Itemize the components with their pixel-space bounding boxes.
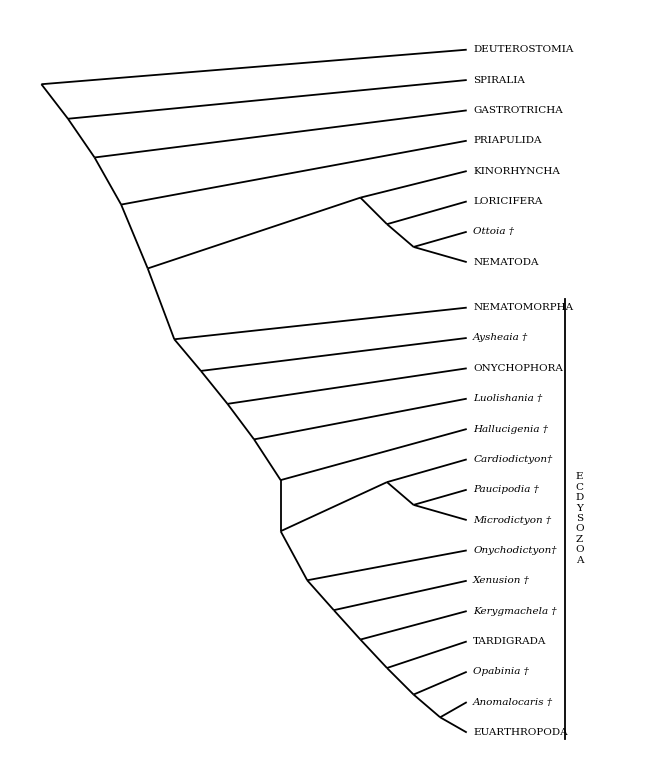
Text: LORICIFERA: LORICIFERA xyxy=(473,197,543,206)
Text: Onychodictyon†: Onychodictyon† xyxy=(473,546,556,555)
Text: NEMATOMORPHA: NEMATOMORPHA xyxy=(473,303,574,312)
Text: Ottoia †: Ottoia † xyxy=(473,227,514,236)
Text: E
C
D
Y
S
O
Z
O
A: E C D Y S O Z O A xyxy=(576,472,584,565)
Text: Hallucigenia †: Hallucigenia † xyxy=(473,424,548,433)
Text: Kerygmachela †: Kerygmachela † xyxy=(473,607,556,616)
Text: ONYCHOPHORA: ONYCHOPHORA xyxy=(473,364,563,373)
Text: Anomalocaris †: Anomalocaris † xyxy=(473,698,553,706)
Text: EUARTHROPODA: EUARTHROPODA xyxy=(473,728,568,737)
Text: KINORHYNCHA: KINORHYNCHA xyxy=(473,166,560,176)
Text: GASTROTRICHA: GASTROTRICHA xyxy=(473,106,563,115)
Text: Cardiodictyon†: Cardiodictyon† xyxy=(473,455,553,464)
Text: Luolishania †: Luolishania † xyxy=(473,394,543,403)
Text: Paucipodia †: Paucipodia † xyxy=(473,486,539,494)
Text: PRIAPULIDA: PRIAPULIDA xyxy=(473,137,541,145)
Text: Aysheaia †: Aysheaia † xyxy=(473,334,528,343)
Text: Microdictyon †: Microdictyon † xyxy=(473,515,551,525)
Text: Opabinia †: Opabinia † xyxy=(473,667,529,676)
Text: Xenusion †: Xenusion † xyxy=(473,576,530,585)
Text: DEUTEROSTOMIA: DEUTEROSTOMIA xyxy=(473,45,574,54)
Text: TARDIGRADA: TARDIGRADA xyxy=(473,637,547,646)
Text: SPIRALIA: SPIRALIA xyxy=(473,75,525,84)
Text: NEMATODA: NEMATODA xyxy=(473,258,539,267)
